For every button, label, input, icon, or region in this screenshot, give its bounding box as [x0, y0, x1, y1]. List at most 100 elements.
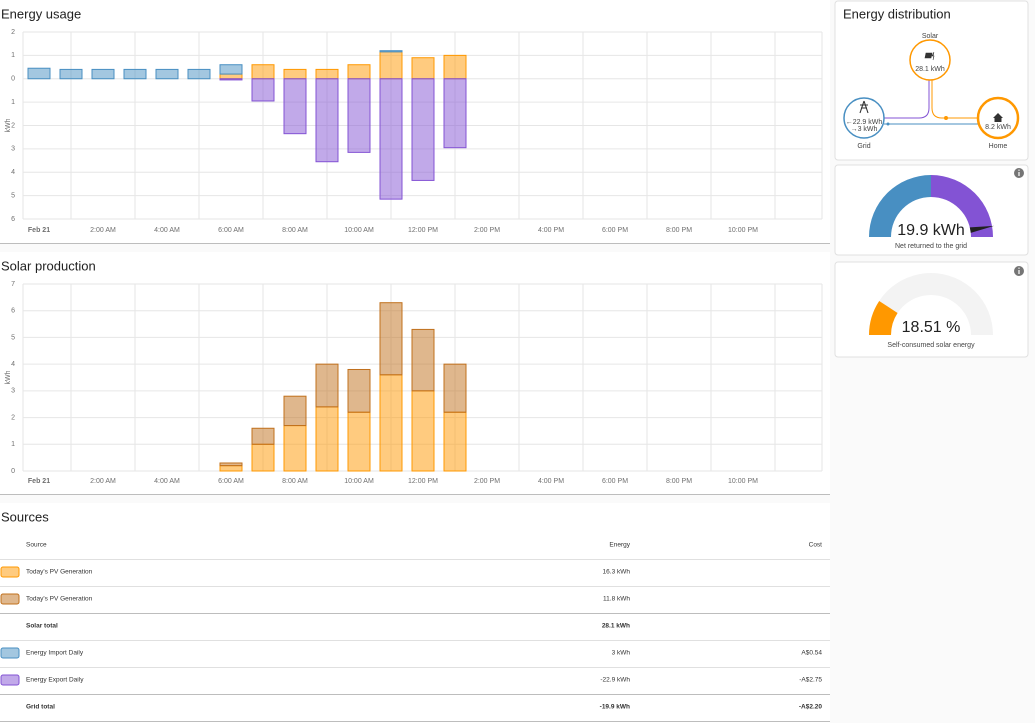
x-tick-label: 10:00 AM: [344, 478, 374, 485]
bar: [379, 78, 403, 200]
y-axis-label: kWh: [5, 118, 12, 132]
column-header: Cost: [809, 542, 823, 549]
column-header: Energy: [609, 542, 630, 549]
bar: [251, 78, 275, 102]
gauge-track: [869, 273, 993, 335]
total-cost: -A$2.20: [799, 704, 823, 711]
bar: [315, 78, 339, 163]
y-tick-label: 2: [11, 414, 15, 421]
bar: [251, 443, 275, 472]
x-tick-label: 2:00 PM: [474, 227, 500, 234]
info-glyph: [1018, 267, 1020, 269]
bar: [443, 78, 467, 149]
y-tick-label: 2: [11, 122, 15, 129]
x-tick-label: Feb 21: [28, 478, 50, 485]
x-tick-label: 2:00 AM: [90, 227, 116, 234]
x-tick-label: 8:00 PM: [666, 227, 692, 234]
x-tick-label: 2:00 AM: [90, 478, 116, 485]
bar: [251, 64, 275, 80]
bar: [443, 363, 467, 413]
gauge-caption: Self-consumed solar energy: [887, 342, 975, 349]
source-cost: -A$2.75: [799, 677, 822, 684]
y-axis-label: kWh: [5, 370, 12, 384]
bar: [27, 67, 51, 80]
x-tick-label: Feb 21: [28, 227, 50, 234]
x-tick-label: 8:00 AM: [282, 478, 308, 485]
bar: [315, 363, 339, 408]
source-energy: 3 kWh: [612, 650, 631, 657]
x-tick-label: 6:00 PM: [602, 478, 628, 485]
node-value: 8.2 kWh: [985, 124, 1011, 131]
bar: [155, 68, 179, 80]
bar: [347, 78, 371, 153]
grid-icon: [859, 100, 869, 114]
x-tick-label: 10:00 PM: [728, 478, 758, 485]
bar: [379, 50, 403, 53]
solar-node: [909, 39, 951, 81]
y-tick-label: 6: [11, 308, 15, 315]
info-icon[interactable]: [1014, 168, 1024, 178]
source-energy: -22.9 kWh: [600, 677, 630, 684]
flow-dot: [944, 116, 948, 120]
gauge-fill: [869, 300, 898, 335]
x-tick-label: 4:00 AM: [154, 478, 180, 485]
y-tick-label: 5: [11, 334, 15, 341]
column-header: Source: [26, 542, 47, 549]
node-label: Grid: [857, 143, 870, 150]
x-tick-label: 10:00 AM: [344, 227, 374, 234]
bar: [219, 462, 243, 467]
bar: [219, 78, 243, 81]
total-energy: 28.1 kWh: [602, 623, 630, 630]
y-tick-label: 0: [11, 76, 15, 83]
y-tick-label: 4: [11, 361, 15, 368]
y-tick-label: 7: [11, 281, 15, 288]
bar: [347, 368, 371, 413]
source-name: Energy Export Daily: [26, 677, 84, 684]
x-tick-label: 6:00 AM: [218, 227, 244, 234]
source-energy: 11.8 kWh: [603, 596, 630, 603]
y-tick-label: 4: [11, 169, 15, 176]
info-glyph: [1018, 270, 1020, 274]
bar: [347, 411, 371, 472]
card-title: Energy usage: [1, 6, 81, 21]
source-name: Today's PV Generation: [26, 596, 93, 603]
y-tick-label: 2: [11, 29, 15, 36]
bar: [123, 68, 147, 80]
solar-icon: [924, 51, 935, 61]
node-value: 28.1 kWh: [915, 66, 945, 73]
gauge-export-arc: [931, 175, 993, 237]
home-icon: [993, 113, 1003, 122]
x-tick-label: 8:00 PM: [666, 478, 692, 485]
bar: [379, 302, 403, 376]
x-tick-label: 10:00 PM: [728, 227, 758, 234]
y-tick-label: 1: [11, 441, 15, 448]
info-icon[interactable]: [1014, 266, 1024, 276]
grid-node: [843, 97, 885, 139]
bar: [411, 390, 435, 472]
bar: [411, 57, 435, 80]
bar: [91, 68, 115, 80]
total-name: Solar total: [26, 623, 58, 630]
bar: [315, 406, 339, 472]
total-energy: -19.9 kWh: [600, 704, 630, 711]
gauge-value: 19.9 kWh: [897, 222, 965, 239]
y-tick-label: 3: [11, 146, 15, 153]
bar: [219, 73, 243, 80]
flow-dot: [886, 122, 890, 126]
source-cost: A$0.54: [801, 650, 822, 657]
legend-swatch: [0, 674, 20, 686]
bar: [411, 328, 435, 392]
gauge-caption: Net returned to the grid: [895, 243, 967, 250]
x-tick-label: 8:00 AM: [282, 227, 308, 234]
bar: [379, 374, 403, 472]
y-tick-label: 0: [11, 468, 15, 475]
bar: [219, 465, 243, 472]
card-title: Sources: [1, 509, 49, 524]
legend-swatch: [0, 647, 20, 659]
x-tick-label: 4:00 AM: [154, 227, 180, 234]
node-label: Home: [989, 143, 1008, 150]
bar: [443, 54, 467, 80]
y-tick-label: 1: [11, 99, 15, 106]
